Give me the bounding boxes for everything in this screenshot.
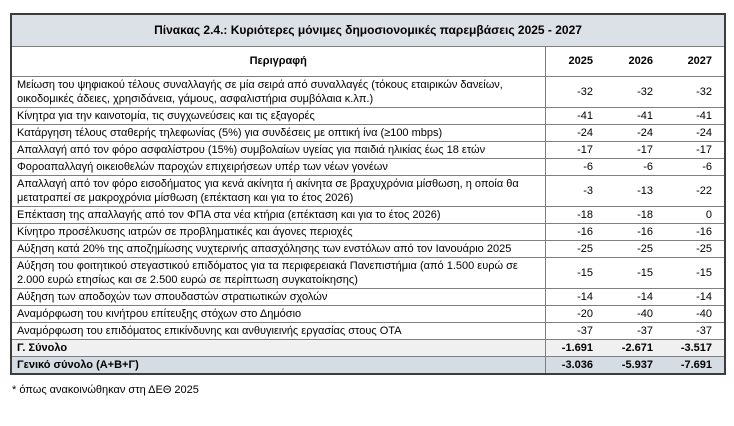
row-value-2027: -24 — [665, 123, 726, 141]
row-value-2025: -24 — [545, 123, 605, 141]
table-row: Κίνητρα για την καινοτομία, τις συγχωνεύ… — [11, 106, 726, 124]
row-value-2026: -18 — [605, 205, 665, 223]
table-row: Αύξηση των αποδοχών των σπουδαστών στρατ… — [11, 287, 726, 305]
row-value-2025: -32 — [545, 75, 605, 107]
row-value-2025: -3 — [545, 174, 605, 206]
row-value-2026: -40 — [605, 304, 665, 322]
row-value-2025: -14 — [545, 287, 605, 305]
row-value-2027: 0 — [665, 205, 726, 223]
row-value-2026: -15 — [605, 256, 665, 288]
table-row: Απαλλαγή από τον φόρο ασφαλίστρου (15%) … — [11, 140, 726, 158]
row-description: Απαλλαγή από τον φόρο ασφαλίστρου (15%) … — [11, 140, 546, 158]
table-row: Μείωση του ψηφιακού τέλους συναλλαγής σε… — [11, 75, 726, 107]
column-header-2026: 2026 — [605, 46, 665, 77]
row-description: Αύξηση των αποδοχών των σπουδαστών στρατ… — [11, 287, 546, 305]
row-value-2027: -15 — [665, 256, 726, 288]
table-title: Πίνακας 2.4.: Κυριότερες μόνιμες δημοσιο… — [11, 14, 726, 47]
table-row: Φοροαπαλλαγή οικειοθελών παροχών επιχειρ… — [11, 157, 726, 175]
row-value-2027: -14 — [665, 287, 726, 305]
row-value-2027: -22 — [665, 174, 726, 206]
row-value-2025: -1.691 — [545, 338, 605, 356]
row-description: Κίνητρο προσέλκυσης ιατρών σε προβληματι… — [11, 222, 546, 240]
row-value-2026: -13 — [605, 174, 665, 206]
row-description: Απαλλαγή από τον φόρο εισοδήματος για κε… — [11, 174, 546, 206]
row-description: Αναμόρφωση του κινήτρου επίτευξης στόχων… — [11, 304, 546, 322]
row-description: Γ. Σύνολο — [11, 338, 546, 356]
row-value-2025: -3.036 — [545, 355, 605, 374]
row-description: Φοροαπαλλαγή οικειοθελών παροχών επιχειρ… — [11, 157, 546, 175]
row-value-2026: -14 — [605, 287, 665, 305]
table-row: Αναμόρφωση του επιδόματος επικίνδυνης κα… — [11, 321, 726, 339]
column-header-description: Περιγραφή — [11, 46, 546, 77]
row-value-2026: -16 — [605, 222, 665, 240]
table-header-row: Περιγραφή 2025 2026 2027 — [11, 46, 726, 77]
row-value-2026: -24 — [605, 123, 665, 141]
row-value-2025: -18 — [545, 205, 605, 223]
table-row: Αύξηση κατά 20% της αποζημίωσης νυχτεριν… — [11, 239, 726, 257]
row-value-2026: -41 — [605, 106, 665, 124]
row-value-2026: -32 — [605, 75, 665, 107]
table-row: Αναμόρφωση του κινήτρου επίτευξης στόχων… — [11, 304, 726, 322]
table-row: Αύξηση του φοιτητικού στεγαστικού επιδόμ… — [11, 256, 726, 288]
row-value-2025: -15 — [545, 256, 605, 288]
total-row-grandtotal: Γενικό σύνολο (Α+Β+Γ) -3.036 -5.937 -7.6… — [11, 355, 726, 374]
row-value-2026: -5.937 — [605, 355, 665, 374]
row-value-2025: -17 — [545, 140, 605, 158]
row-value-2027: -25 — [665, 239, 726, 257]
table-row: Κατάργηση τέλους σταθερής τηλεφωνίας (5%… — [11, 123, 726, 141]
row-description: Αύξηση κατά 20% της αποζημίωσης νυχτεριν… — [11, 239, 546, 257]
row-value-2027: -40 — [665, 304, 726, 322]
table-row: Επέκταση της απαλλαγής από τον ΦΠΑ στα ν… — [11, 205, 726, 223]
row-value-2025: -16 — [545, 222, 605, 240]
footnote: * όπως ανακοινώθηκαν στη ΔΕΘ 2025 — [12, 383, 199, 396]
row-value-2027: -17 — [665, 140, 726, 158]
table-title-row: Πίνακας 2.4.: Κυριότερες μόνιμες δημοσιο… — [11, 14, 726, 47]
row-value-2027: -3.517 — [665, 338, 726, 356]
row-description: Επέκταση της απαλλαγής από τον ΦΠΑ στα ν… — [11, 205, 546, 223]
row-value-2027: -16 — [665, 222, 726, 240]
row-description: Μείωση του ψηφιακού τέλους συναλλαγής σε… — [11, 75, 546, 107]
row-value-2026: -25 — [605, 239, 665, 257]
total-row-subtotal: Γ. Σύνολο -1.691 -2.671 -3.517 — [11, 338, 726, 356]
row-value-2025: -20 — [545, 304, 605, 322]
row-value-2026: -2.671 — [605, 338, 665, 356]
row-description: Αναμόρφωση του επιδόματος επικίνδυνης κα… — [11, 321, 546, 339]
row-value-2027: -37 — [665, 321, 726, 339]
row-value-2027: -41 — [665, 106, 726, 124]
row-value-2026: -6 — [605, 157, 665, 175]
column-header-2025: 2025 — [545, 46, 605, 77]
table-row: Κίνητρο προσέλκυσης ιατρών σε προβληματι… — [11, 222, 726, 240]
table-row: Απαλλαγή από τον φόρο εισοδήματος για κε… — [11, 174, 726, 206]
row-value-2025: -41 — [545, 106, 605, 124]
row-value-2025: -6 — [545, 157, 605, 175]
row-value-2025: -37 — [545, 321, 605, 339]
column-header-2027: 2027 — [665, 46, 726, 77]
row-value-2025: -25 — [545, 239, 605, 257]
row-value-2027: -6 — [665, 157, 726, 175]
row-description: Γενικό σύνολο (Α+Β+Γ) — [11, 355, 546, 374]
row-value-2027: -32 — [665, 75, 726, 107]
fiscal-interventions-table: Πίνακας 2.4.: Κυριότερες μόνιμες δημοσιο… — [10, 13, 727, 375]
row-value-2026: -17 — [605, 140, 665, 158]
row-value-2026: -37 — [605, 321, 665, 339]
row-description: Κίνητρα για την καινοτομία, τις συγχωνεύ… — [11, 106, 546, 124]
row-description: Κατάργηση τέλους σταθερής τηλεφωνίας (5%… — [11, 123, 546, 141]
row-value-2027: -7.691 — [665, 355, 726, 374]
row-description: Αύξηση του φοιτητικού στεγαστικού επιδόμ… — [11, 256, 546, 288]
